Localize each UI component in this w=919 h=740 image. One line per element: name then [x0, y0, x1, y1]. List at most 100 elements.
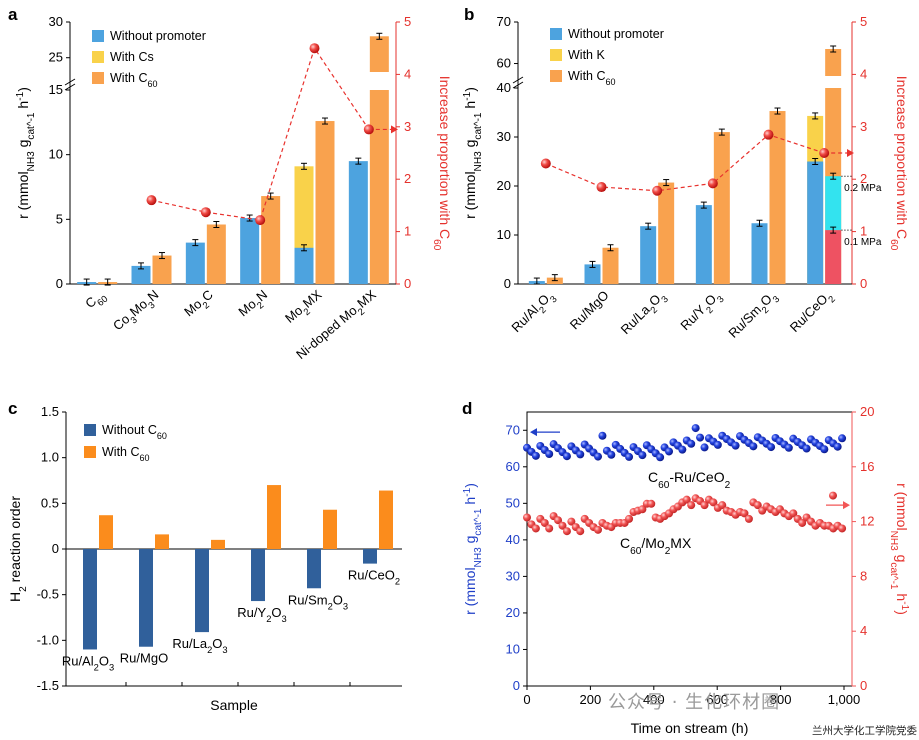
y-tick-label: 1.5 — [41, 404, 59, 419]
point-c60-ru-ceo2 — [749, 442, 758, 451]
axis-break-gap — [804, 76, 845, 88]
legend-with-promoter-label: With K — [568, 48, 605, 62]
arrow-right-head — [843, 501, 850, 510]
right-tick-label: 1 — [404, 224, 411, 239]
bar-category-label: Ru/CeO2 — [348, 568, 400, 587]
point-c60-mo2mx — [789, 509, 798, 518]
right-tick-label: 4 — [860, 66, 867, 81]
bar-without-c60 — [363, 549, 377, 564]
left-tick-label: 70 — [506, 422, 520, 437]
bar-with-c60 — [211, 539, 225, 549]
x-tick-label: 1,000 — [828, 692, 861, 707]
left-tick-label: 30 — [506, 568, 520, 583]
left-tick-label: 0 — [56, 276, 63, 291]
right-tick-label: 1 — [860, 224, 867, 239]
right-tick-label: 5 — [404, 14, 411, 29]
arrow-left-head — [530, 428, 537, 437]
bar-with-c60 — [155, 534, 169, 549]
point-c60-ru-ceo2 — [802, 444, 811, 453]
bar-0.2mpa — [825, 176, 842, 231]
point-c60-ru-ceo2 — [607, 450, 616, 459]
point-c60-mo2mx — [709, 498, 718, 507]
x-tick-label: 0 — [523, 692, 530, 707]
point-c60-mo2mx — [545, 524, 554, 533]
left-axis-break — [512, 76, 524, 84]
point-c60-ru-ceo2 — [598, 431, 607, 440]
bar-with-c60 — [713, 132, 730, 284]
left-tick-label: 20 — [506, 605, 520, 620]
point-c60-mo2mx — [558, 521, 567, 530]
panel-a-chart: 0 5 10 15 25 30 0 1 2 3 4 5 r (mmolNH3 gcat^-1 h-1) I… — [15, 14, 454, 362]
point-c60-ru-ceo2 — [767, 443, 776, 452]
point-c60-ru-ceo2 — [820, 445, 829, 454]
y-axis-title: H2 reaction order — [7, 496, 29, 602]
bar-with-c60 — [206, 224, 226, 284]
y-axis-title-right: Increase proportion with C60 — [889, 76, 911, 251]
point-c60-mo2mx — [540, 518, 549, 527]
right-tick-label: 3 — [860, 119, 867, 134]
panel-label-b: b — [464, 5, 474, 24]
left-tick-label: 25 — [49, 50, 63, 65]
bar-with-c60 — [261, 196, 281, 284]
bar-without-promoter — [131, 265, 151, 284]
point-c60-mo2mx — [594, 525, 603, 534]
bar-without-promoter — [185, 242, 205, 284]
bar-with-c60 — [369, 90, 389, 284]
left-tick-label: 10 — [497, 227, 511, 242]
point-c60-mo2mx — [647, 499, 656, 508]
legend-with-c60-label: With C60 — [568, 69, 616, 87]
panel-label-d: d — [462, 399, 472, 418]
bar-category-label: Ru/MgO — [120, 651, 168, 666]
y-tick-label: -0.5 — [37, 587, 59, 602]
panel-b-chart: 0 10 20 30 40 60 70 0 1 2 3 4 5 r (mmolNH3 gcat^-1 h-… — [462, 14, 911, 341]
point-c60-ru-ceo2 — [687, 439, 696, 448]
legend-with-promoter-swatch — [550, 49, 562, 61]
point-c60-mo2mx — [531, 524, 540, 533]
left-tick-label: 15 — [49, 82, 63, 97]
x-tick-label: 600 — [706, 692, 728, 707]
increase-proportion-point — [200, 207, 211, 218]
bar-with-c60 — [825, 49, 842, 76]
legend-with-c60-label: With C60 — [110, 71, 158, 89]
right-tick-label: 5 — [860, 14, 867, 29]
annotation-0.2mpa: 0.2 MPa — [844, 183, 882, 194]
x-axis-title: Sample — [210, 697, 258, 713]
increase-proportion-point — [596, 182, 607, 193]
series-label-mo2mx: C60/Mo2MX — [620, 535, 692, 557]
bar-without-c60 — [83, 549, 97, 650]
point-c60-mo2mx — [687, 501, 696, 510]
left-tick-label: 0 — [513, 678, 520, 693]
bar-category-label: Ru/La2O3 — [172, 636, 227, 655]
left-axis-break — [64, 83, 76, 91]
point-c60-ru-ceo2 — [838, 434, 847, 443]
point-c60-mo2mx — [829, 491, 837, 500]
watermark-credit: 兰州大学化工学院党委 — [812, 725, 917, 737]
bar-with-c60 — [323, 509, 337, 549]
left-tick-label: 40 — [497, 80, 511, 95]
legend-without-promoter-swatch — [92, 30, 104, 42]
bar-with-c60 — [658, 182, 675, 284]
x-tick-label: 800 — [770, 692, 792, 707]
right-tick-label: 3 — [404, 119, 411, 134]
left-tick-label: 10 — [506, 641, 520, 656]
point-c60-mo2mx — [576, 527, 585, 536]
right-tick-label: 0 — [404, 276, 411, 291]
increase-proportion-point — [763, 129, 774, 140]
point-c60-mo2mx — [753, 501, 762, 510]
left-axis-break — [512, 81, 524, 89]
x-category-label: Ru/Y2O3 — [677, 288, 725, 336]
point-c60-ru-ceo2 — [562, 452, 571, 461]
y-tick-label: 0.5 — [41, 495, 59, 510]
y-axis-title-right: r (mmolNH3 gcat^-1 h-1) — [889, 483, 911, 615]
bar-without-c60 — [139, 549, 153, 647]
left-tick-label: 70 — [497, 14, 511, 29]
bar-0.1mpa — [825, 230, 842, 284]
arrow-head — [391, 125, 398, 134]
legend-with-promoter-swatch — [92, 51, 104, 63]
y-axis-title-right: Increase proportion with C60 — [432, 76, 454, 251]
right-tick-label: 16 — [860, 459, 874, 474]
watermark-text: 公众号 · 生化环材圈 — [608, 692, 781, 713]
y-tick-label: -1.5 — [37, 678, 59, 693]
left-tick-label: 10 — [49, 147, 63, 162]
